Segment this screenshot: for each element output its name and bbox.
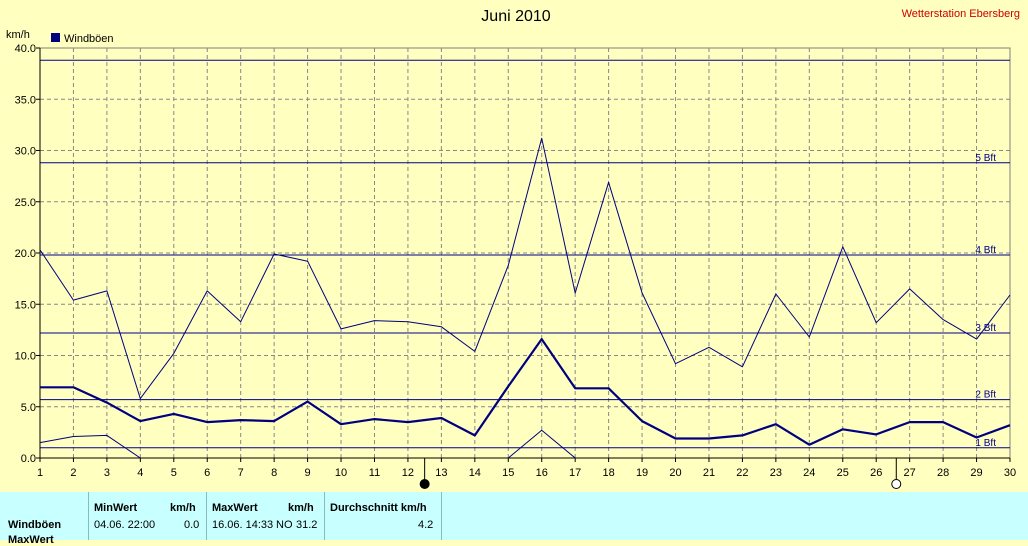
- min-unit-header: km/h: [170, 502, 196, 514]
- row2-label: MaxWert: [8, 534, 54, 546]
- new-moon-icon: [419, 479, 430, 489]
- x-axis: 1 2 3 4 5 6 7 8 9 10 11 12 13 14 15 16 17 18 19 20 21 22 23 24 2…: [37, 457, 1016, 479]
- x-tick-label: 12: [402, 467, 414, 479]
- series-line-max: [39, 137, 1011, 400]
- column-divider: [441, 492, 442, 540]
- x-tick-label: 26: [870, 467, 882, 479]
- min-header: MinWert: [94, 502, 138, 514]
- min-value: 0.0: [184, 519, 200, 531]
- x-tick-label: 29: [970, 467, 982, 479]
- x-tick-label: 10: [335, 467, 347, 479]
- legend-label: Windböen: [64, 33, 114, 45]
- max-header: MaxWert: [212, 502, 258, 514]
- x-tick-label: 22: [736, 467, 748, 479]
- x-tick-label: 8: [271, 467, 277, 479]
- y-tick-label: 25.0: [15, 197, 36, 209]
- x-tick-label: 9: [305, 467, 311, 479]
- max-unit-header: km/h: [288, 502, 314, 514]
- column-divider: [324, 492, 325, 540]
- min-time: 04.06. 22:00: [94, 519, 156, 531]
- beaufort-label: 5 Bft: [975, 153, 996, 164]
- x-tick-label: 2: [70, 467, 76, 479]
- y-tick-label: 20.0: [15, 248, 36, 260]
- max-time: 16.06. 14:33: [212, 519, 274, 531]
- row-label: Windböen: [8, 519, 62, 531]
- station-name: Wetterstation Ebersberg: [902, 8, 1020, 20]
- x-tick-label: 23: [770, 467, 782, 479]
- series-line-mean: [40, 338, 1011, 446]
- beaufort-label: 2 Bft: [975, 390, 996, 401]
- beaufort-lines: 1 Bft 2 Bft 3 Bft 4 Bft 5 Bft: [40, 59, 1010, 449]
- x-tick-label: 25: [837, 467, 849, 479]
- y-tick-label: 30.0: [15, 146, 36, 158]
- column-divider: [206, 492, 207, 540]
- y-tick-label: 10.0: [15, 351, 36, 363]
- beaufort-label: 3 Bft: [975, 323, 996, 334]
- x-tick-label: 21: [703, 467, 715, 479]
- series-layer: [39, 137, 1011, 459]
- beaufort-label: 1 Bft: [975, 438, 996, 449]
- x-tick-label: 16: [536, 467, 548, 479]
- beaufort-label: 4 Bft: [975, 245, 996, 256]
- column-divider: [88, 492, 89, 540]
- x-tick-label: 15: [502, 467, 514, 479]
- full-moon-icon: [891, 479, 902, 489]
- x-tick-label: 1: [37, 467, 43, 479]
- x-tick-label: 4: [137, 467, 143, 479]
- max-direction: NO: [276, 519, 293, 531]
- y-axis-label: km/h: [6, 29, 30, 41]
- x-tick-label: 20: [669, 467, 681, 479]
- x-tick-label: 6: [204, 467, 210, 479]
- x-tick-label: 17: [569, 467, 581, 479]
- y-tick-label: 5.0: [21, 402, 36, 414]
- max-value: 31.2: [296, 519, 318, 531]
- x-tick-label: 14: [469, 467, 481, 479]
- x-tick-label: 19: [636, 467, 648, 479]
- x-tick-label: 7: [238, 467, 244, 479]
- chart-title: Juni 2010: [481, 8, 550, 25]
- x-tick-label: 13: [435, 467, 447, 479]
- x-tick-label: 5: [171, 467, 177, 479]
- avg-header: Durchschnitt km/h: [330, 502, 427, 514]
- chart: 1 Bft 2 Bft 3 Bft 4 Bft 5 Bft 0.0 5.0 10.0 15.0…: [6, 8, 1020, 489]
- y-axis: 0.0 5.0 10.0 15.0 20.0 25.0 30.0 35.0 40.0: [15, 43, 41, 465]
- legend-swatch: [51, 33, 60, 42]
- x-tick-label: 30: [1004, 467, 1016, 479]
- x-tick-label: 27: [904, 467, 916, 479]
- y-tick-label: 15.0: [15, 299, 36, 311]
- y-tick-label: 35.0: [15, 94, 36, 106]
- statistics-panel: MinWert km/h MaxWert km/h Durchschnitt k…: [0, 492, 1028, 546]
- x-tick-label: 28: [937, 467, 949, 479]
- x-tick-label: 18: [602, 467, 614, 479]
- moon-phases: [419, 458, 902, 489]
- y-tick-label: 40.0: [15, 43, 36, 55]
- grid: [40, 48, 1010, 458]
- x-tick-label: 24: [803, 467, 815, 479]
- x-tick-label: 3: [104, 467, 110, 479]
- y-tick-label: 0.0: [21, 453, 36, 465]
- x-tick-label: 11: [369, 467, 380, 479]
- series-line-min: [39, 434, 141, 459]
- series-line-min: [507, 429, 576, 459]
- avg-value: 4.2: [418, 519, 434, 531]
